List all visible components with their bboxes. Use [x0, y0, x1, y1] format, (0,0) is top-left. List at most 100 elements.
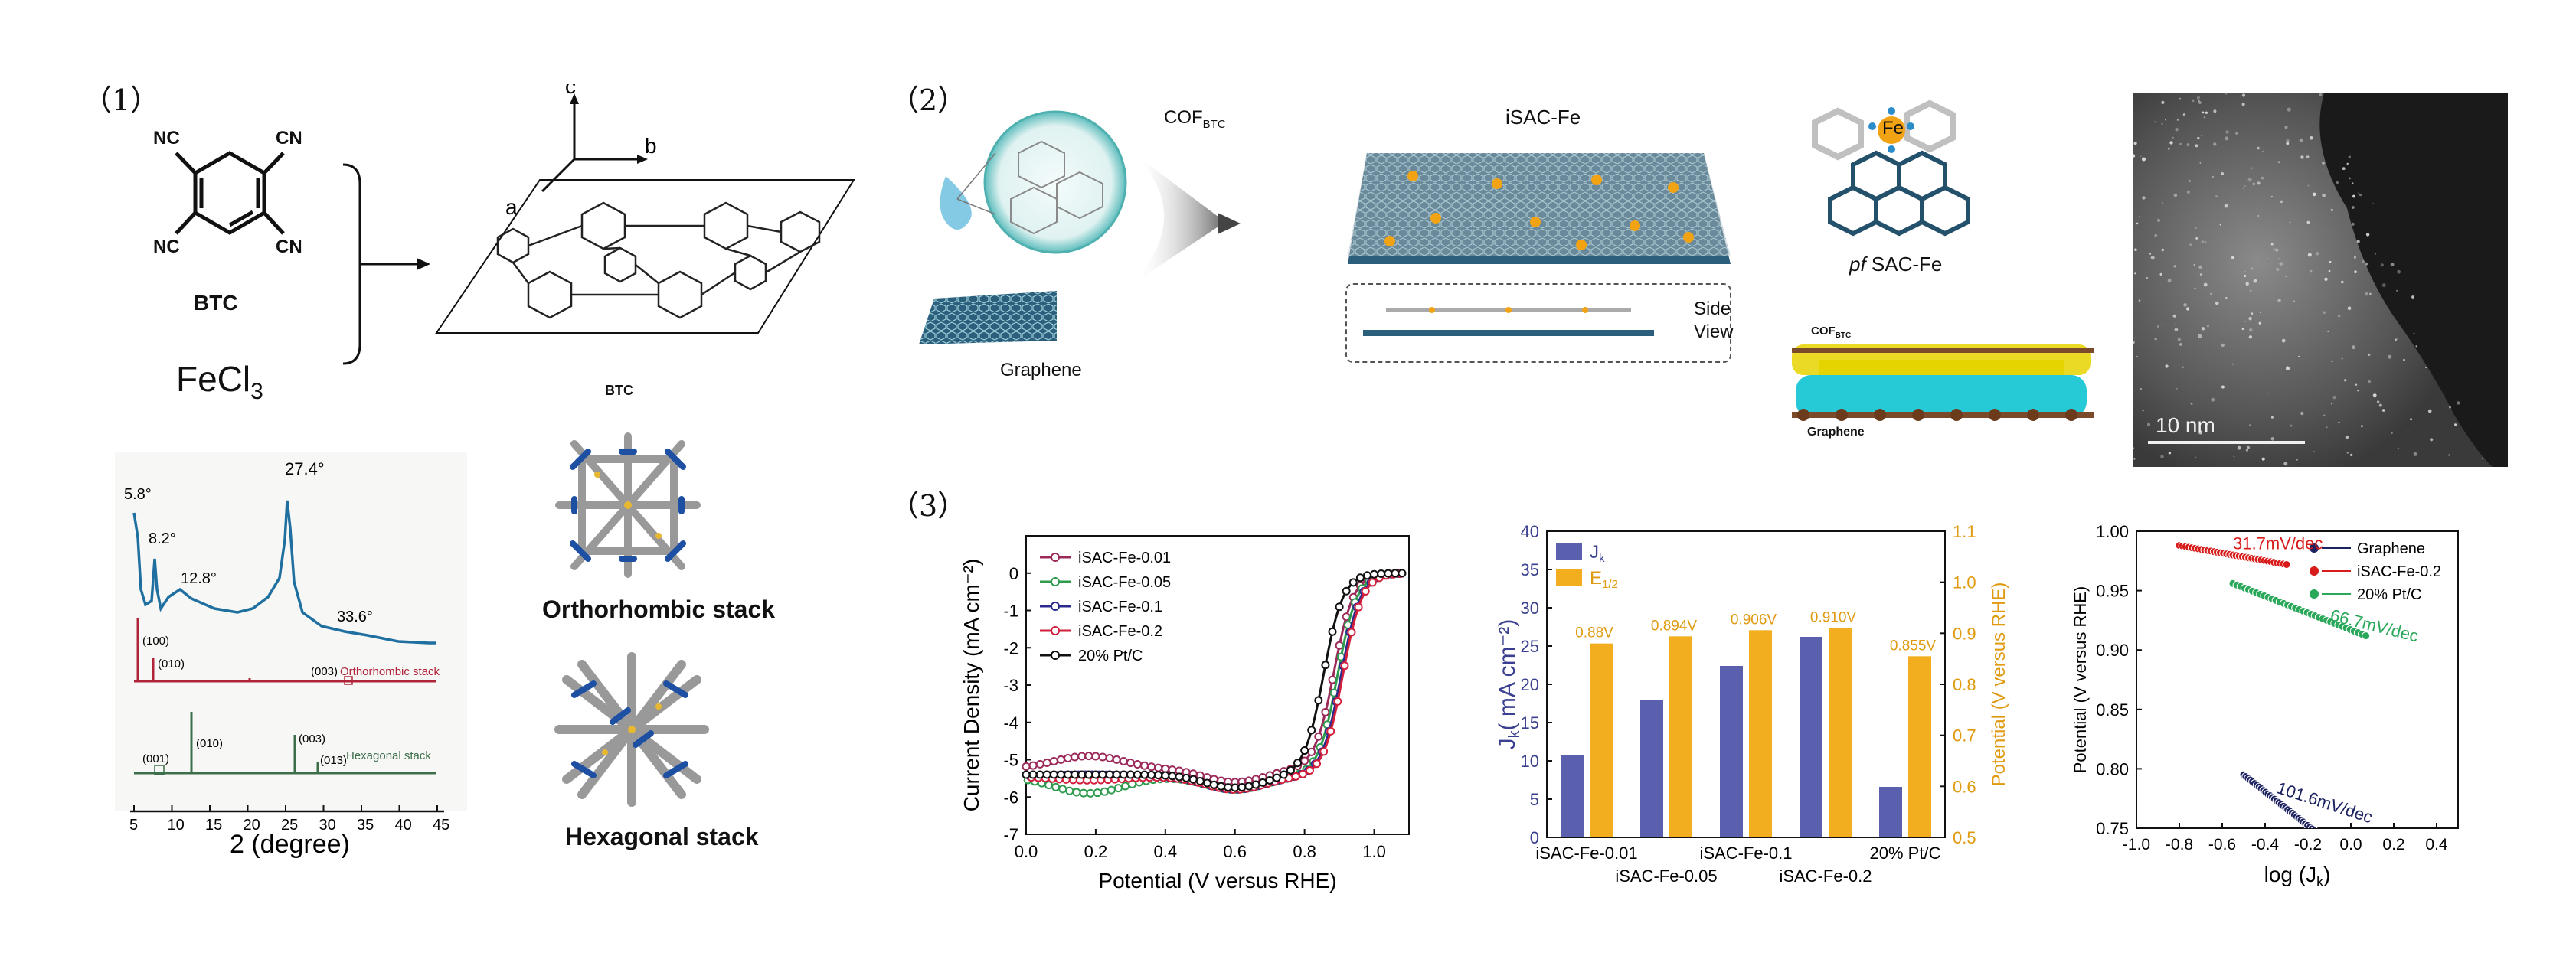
lsv-point [1042, 770, 1051, 779]
sem-speckle [2425, 367, 2427, 368]
lsv-point [1049, 770, 1058, 779]
tafel-xtick-label: -1.0 [2123, 836, 2150, 853]
sem-speckle [2327, 330, 2329, 332]
lsv-point [1314, 732, 1323, 741]
sem-speckle [2243, 274, 2247, 278]
lsv-point [1126, 770, 1135, 779]
sem-speckle [2326, 426, 2328, 429]
sem-speckle [2211, 397, 2215, 402]
sem-speckle [2296, 459, 2298, 461]
lsv-ytick-label: -4 [1003, 713, 1018, 733]
lsv-point [1286, 765, 1295, 775]
sem-speckle [2190, 402, 2193, 405]
sem-speckle [2356, 240, 2360, 243]
sem-speckle [2397, 447, 2399, 449]
lsv-point [1251, 780, 1260, 789]
haadf-stem-image: 10 nm [2133, 93, 2508, 467]
sem-speckle [2448, 454, 2450, 456]
sem-speckle [2361, 425, 2363, 428]
lsv-point [1091, 770, 1100, 779]
lsv-legend-marker [1051, 553, 1060, 562]
bar-data-label: 0.88V [1575, 625, 1613, 641]
sem-speckle [2133, 458, 2136, 460]
sem-speckle [2150, 256, 2155, 260]
lsv-legend-marker [1051, 577, 1060, 586]
sem-speckle [2270, 416, 2274, 419]
lsv-point [1258, 778, 1267, 787]
sem-speckle [2270, 243, 2274, 246]
xrd-peak-label-4: 27.4° [285, 459, 325, 478]
sem-speckle [2329, 260, 2332, 263]
hex-refl-010: (010) [196, 737, 223, 750]
sem-speckle [2231, 256, 2234, 259]
tafel-point [2310, 826, 2318, 828]
sem-speckle [2139, 387, 2142, 390]
scale-bar-label: 10 nm [2156, 413, 2215, 437]
sem-speckle [2280, 200, 2283, 204]
sem-speckle [2357, 390, 2359, 392]
sem-speckle [2270, 195, 2273, 197]
sem-speckle [2279, 262, 2283, 266]
sem-speckle [2250, 289, 2252, 292]
sem-speckle [2203, 282, 2208, 287]
lsv-point [1321, 661, 1330, 670]
sem-speckle [2193, 263, 2195, 266]
xrd-xtick-label: 10 [168, 817, 185, 834]
bar-data-label: 0.906V [1731, 612, 1777, 628]
sem-speckle [2330, 208, 2333, 211]
sem-speckle [2242, 187, 2244, 189]
lsv-point [1107, 785, 1116, 795]
sem-speckle [2257, 146, 2260, 150]
sem-speckle [2136, 222, 2139, 225]
sem-speckle [2244, 320, 2247, 322]
sem-speckle [2147, 423, 2150, 426]
lsv-point [1071, 770, 1080, 779]
bar-jk [1720, 666, 1743, 837]
lsv-point [1361, 586, 1370, 596]
bar-ytick-right-label: 0.7 [1953, 726, 1976, 746]
sem-speckle [2195, 237, 2198, 240]
xrd-xtick-label: 15 [205, 817, 222, 834]
sem-speckle [2330, 403, 2332, 405]
lsv-point [1328, 675, 1337, 684]
btc-molecule: NC CN NC CN [153, 128, 302, 257]
lsv-point [1347, 628, 1356, 637]
sem-speckle [2203, 116, 2206, 119]
lsv-point [1072, 788, 1081, 797]
sem-speckle [2368, 353, 2371, 357]
graphene-small-label: Graphene [1807, 426, 1865, 439]
tafel-xtick-label: -0.8 [2166, 836, 2193, 853]
sem-speckle [2347, 306, 2352, 311]
sem-speckle [2344, 379, 2347, 382]
sem-speckle [2381, 283, 2386, 288]
lsv-point [1126, 759, 1135, 768]
sem-speckle [2186, 143, 2190, 147]
sem-speckle [2286, 142, 2290, 145]
sem-speckle [2182, 366, 2184, 368]
tafel-ylabel: Potential (V versus RHE) [2071, 586, 2090, 774]
bar-ytick-left-label: 5 [1530, 790, 1539, 809]
cof-small-text: COF [1811, 325, 1836, 338]
sem-speckle [2283, 462, 2288, 466]
sem-speckle [2248, 328, 2253, 332]
sem-speckle [2278, 258, 2280, 259]
sem-speckle [2260, 311, 2261, 313]
sem-speckle [2215, 195, 2218, 198]
lsv-point [1298, 769, 1307, 778]
sem-speckle [2411, 295, 2414, 299]
lsv-point [1313, 759, 1322, 769]
lsv-point [1175, 772, 1184, 782]
xrd-xtick-label: 40 [395, 817, 412, 834]
ortho-refl-003: (003) [311, 665, 338, 678]
sem-speckle [2324, 277, 2328, 281]
lsv-point [1314, 696, 1323, 705]
bar-legend-main: E [1590, 568, 1602, 589]
sem-speckle [2378, 403, 2382, 407]
sem-speckle [2142, 196, 2146, 200]
lsv-point [1340, 661, 1349, 671]
bar-category-label: iSAC-Fe-0.01 [1535, 844, 1637, 863]
bar-category-label: iSAC-Fe-0.05 [1615, 866, 1717, 886]
lsv-point [1217, 782, 1226, 791]
sem-speckle [2358, 192, 2359, 194]
sem-speckle [2365, 233, 2370, 237]
